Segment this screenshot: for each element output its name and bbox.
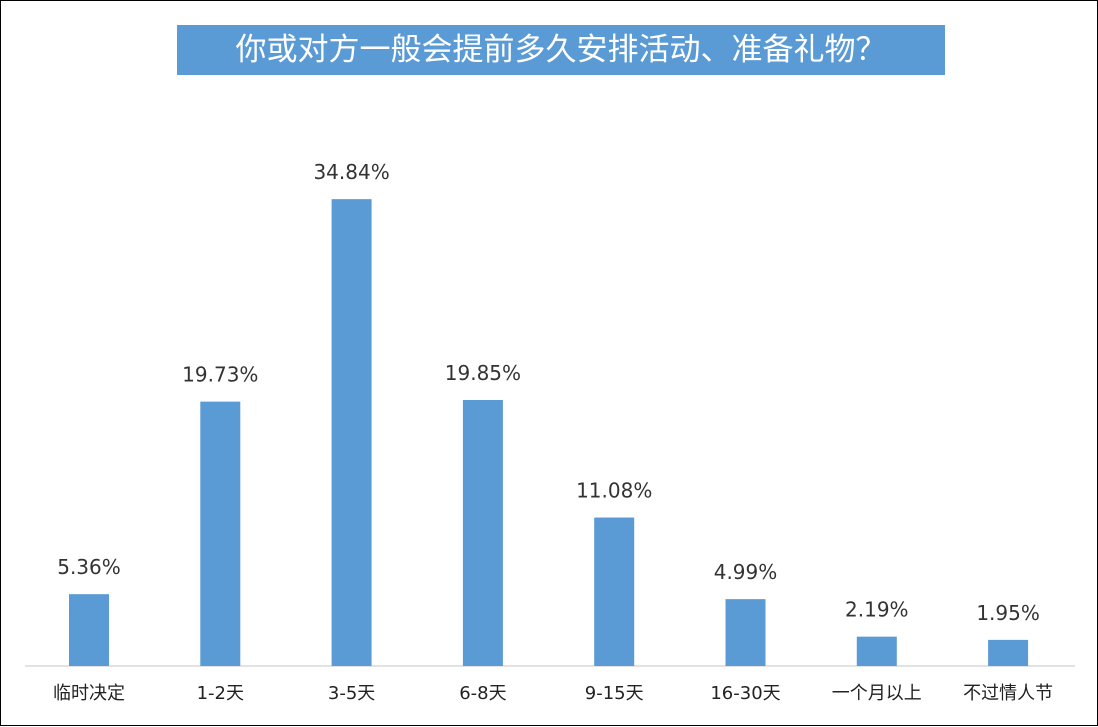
data-label: 1.95% [976,601,1040,625]
bar [69,594,109,666]
data-label: 11.08% [576,479,652,503]
x-tick-label: 3-5天 [328,683,375,704]
x-tick-label: 临时决定 [53,683,125,704]
x-tick-label: 一个月以上 [832,683,922,704]
bar [856,636,897,666]
chart-title: 你或对方一般会提前多久安排活动、准备礼物？ [177,25,945,75]
bar [725,599,766,666]
x-tick-label: 9-15天 [585,683,644,704]
data-label: 5.36% [57,555,121,579]
x-tick-label: 不过情人节 [963,683,1053,704]
bar [594,517,635,666]
data-label: 4.99% [714,560,778,584]
bar [331,199,372,667]
x-tick-label: 6-8天 [459,683,506,704]
data-label: 19.85% [445,361,521,385]
bar [988,639,1029,666]
data-label: 19.73% [182,363,258,387]
bar [462,400,503,666]
x-tick-label: 16-30天 [710,683,780,704]
bar [200,401,241,666]
x-tick-label: 1-2天 [197,683,244,704]
data-label: 34.84% [313,160,389,184]
data-label: 2.19% [845,598,909,622]
